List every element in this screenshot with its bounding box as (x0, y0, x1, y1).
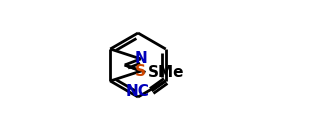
Text: SMe: SMe (147, 65, 184, 80)
Text: NC: NC (126, 83, 150, 99)
Text: N: N (134, 51, 147, 66)
Text: S: S (135, 64, 146, 79)
